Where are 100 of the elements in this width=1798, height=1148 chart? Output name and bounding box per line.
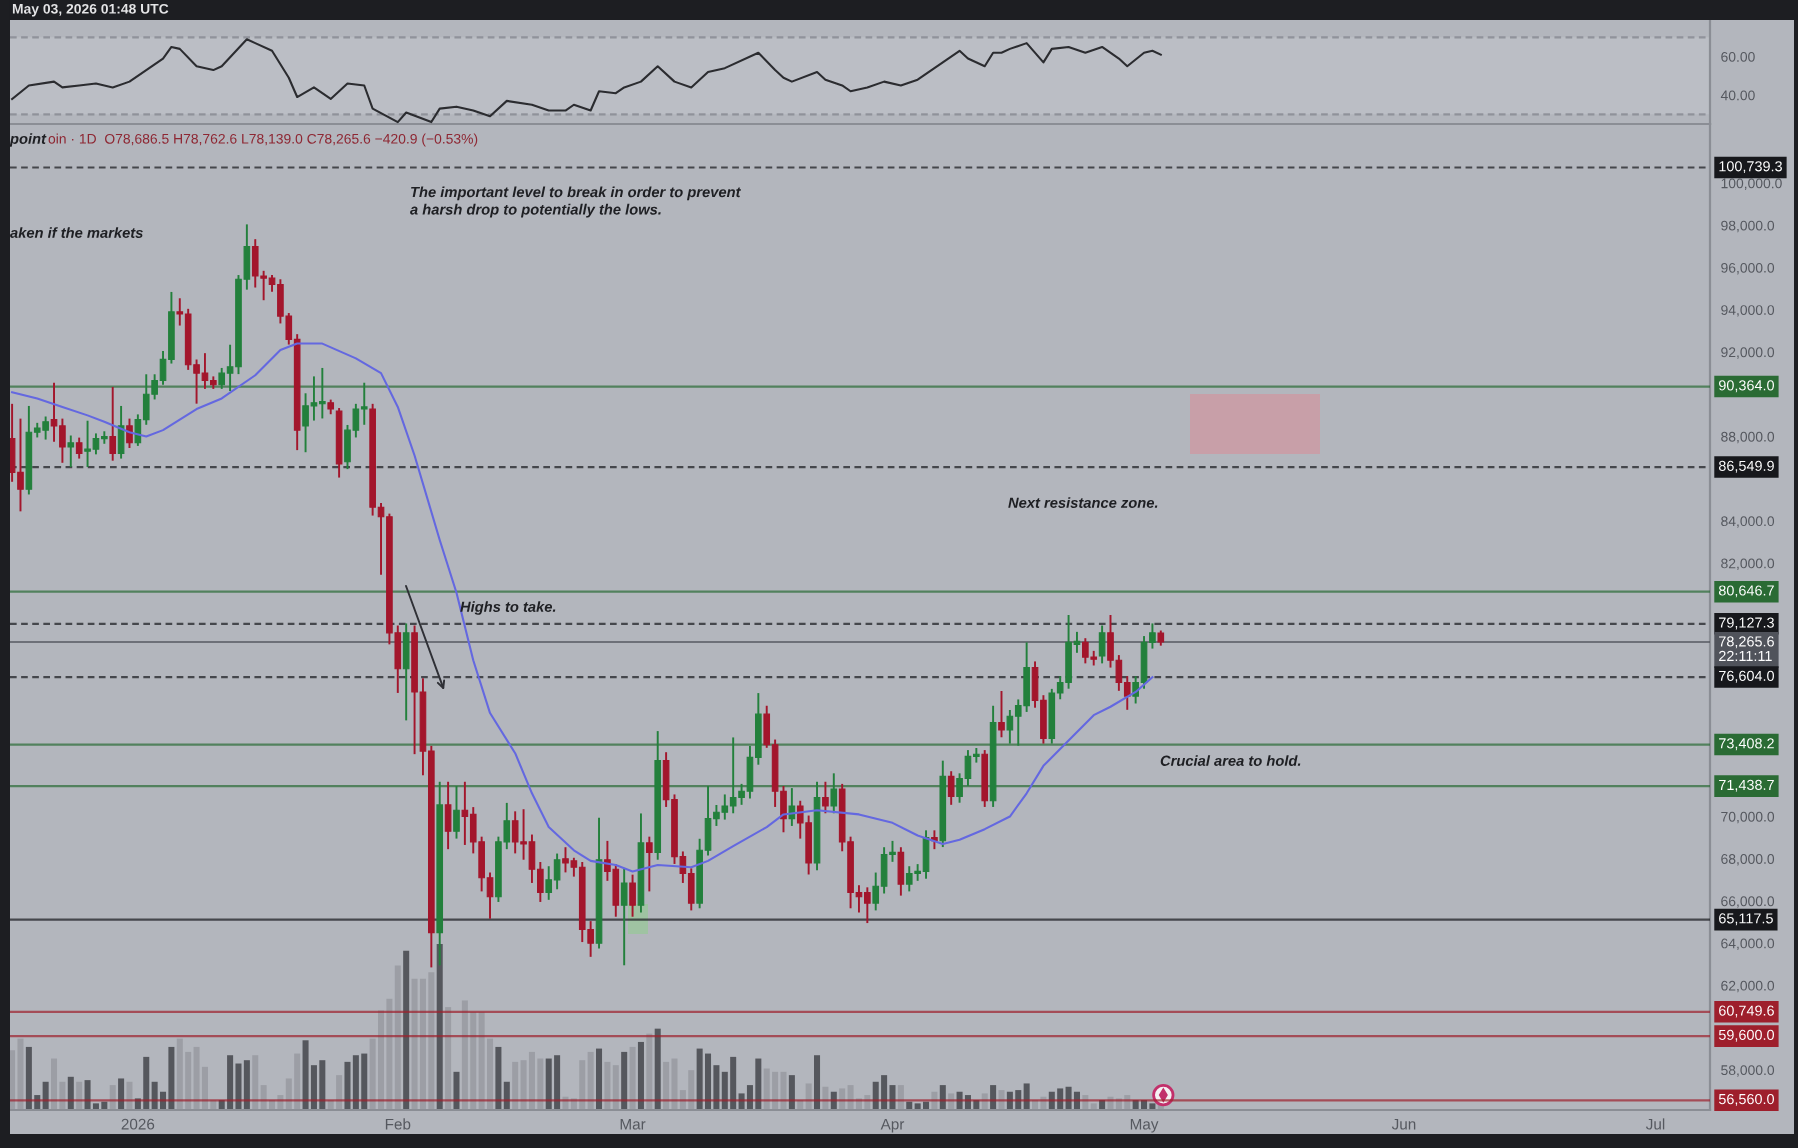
line-series [11, 342, 1154, 873]
bar [495, 1046, 502, 1110]
bar [696, 1048, 703, 1110]
candlestick [117, 405, 125, 459]
bar [344, 1061, 351, 1110]
candlestick [562, 847, 569, 873]
bar [654, 1028, 661, 1110]
bar [604, 1061, 611, 1110]
bar [1090, 1103, 1097, 1110]
candlestick [646, 836, 653, 892]
candlestick [444, 781, 452, 850]
bar [126, 1081, 133, 1110]
bar [705, 1053, 712, 1110]
candlestick [864, 887, 871, 924]
candlestick [822, 781, 829, 814]
bar [596, 1048, 603, 1110]
bar [730, 1056, 737, 1110]
candlestick [1048, 688, 1056, 744]
bar [612, 1065, 619, 1110]
bar [176, 1038, 183, 1110]
candlestick [59, 418, 66, 463]
candlestick [453, 785, 460, 839]
candlestick [251, 239, 259, 288]
bar [637, 1041, 644, 1110]
bar [436, 944, 443, 1110]
candlestick [461, 781, 469, 845]
bar [403, 950, 410, 1110]
candlestick [1065, 614, 1072, 689]
bar [294, 1053, 301, 1110]
bar [646, 1033, 653, 1110]
candlestick [402, 623, 410, 721]
bar [663, 1061, 670, 1110]
candlestick [553, 853, 561, 890]
candlestick [92, 433, 100, 455]
candlestick [319, 367, 326, 419]
candlestick [126, 418, 133, 449]
bar [243, 1060, 250, 1110]
bar [411, 978, 418, 1110]
candlestick [201, 353, 209, 389]
candlestick [101, 431, 108, 444]
candlestick [218, 367, 226, 389]
candlestick [302, 393, 309, 453]
bar [763, 1068, 770, 1110]
candlestick [511, 811, 519, 854]
candlestick [721, 794, 729, 820]
bar [352, 1055, 359, 1110]
candlestick [10, 403, 16, 482]
bar [780, 1071, 787, 1110]
bar [336, 1075, 343, 1110]
bar [788, 1075, 795, 1110]
candlestick [629, 874, 636, 917]
bar [51, 1058, 58, 1110]
candlestick [67, 435, 75, 468]
bar [17, 1038, 24, 1110]
bar [143, 1056, 150, 1110]
candlestick [42, 416, 49, 440]
bar [235, 1063, 242, 1110]
candlestick [1023, 642, 1030, 712]
bar [755, 1058, 762, 1110]
candlestick [897, 847, 905, 896]
bar [445, 1007, 452, 1110]
candlestick [1082, 638, 1089, 664]
bar [512, 1061, 519, 1110]
candlestick [788, 788, 796, 826]
bar [118, 1078, 125, 1110]
bar [1023, 1083, 1030, 1110]
candlestick [998, 690, 1005, 738]
bar [67, 1076, 74, 1110]
bar [545, 1058, 552, 1110]
candlestick [545, 866, 553, 900]
candlestick [109, 386, 117, 461]
candlestick [1098, 625, 1106, 664]
bar [453, 1071, 460, 1110]
bar [554, 1055, 561, 1110]
bar [394, 965, 401, 1110]
candlestick [50, 382, 58, 442]
bar [302, 1040, 309, 1110]
candlestick [981, 750, 989, 807]
candlestick [612, 864, 620, 917]
bar [428, 972, 435, 1110]
candlestick [360, 382, 368, 425]
bar [461, 1000, 468, 1110]
bar [587, 1051, 594, 1110]
bar [629, 1046, 636, 1110]
bar [805, 1083, 812, 1110]
bar [25, 1046, 32, 1110]
bar [914, 1103, 921, 1110]
bar [319, 1060, 326, 1110]
candlestick [620, 868, 628, 966]
candlestick [729, 737, 737, 814]
candlestick [17, 418, 24, 512]
candlestick [830, 773, 838, 814]
bar [252, 1055, 259, 1110]
candlestick [1006, 709, 1014, 744]
candlestick [905, 866, 913, 892]
candlestick [84, 420, 91, 468]
candlestick [75, 437, 83, 459]
bar [168, 1046, 175, 1110]
bar [361, 1053, 368, 1110]
bar [84, 1080, 91, 1110]
